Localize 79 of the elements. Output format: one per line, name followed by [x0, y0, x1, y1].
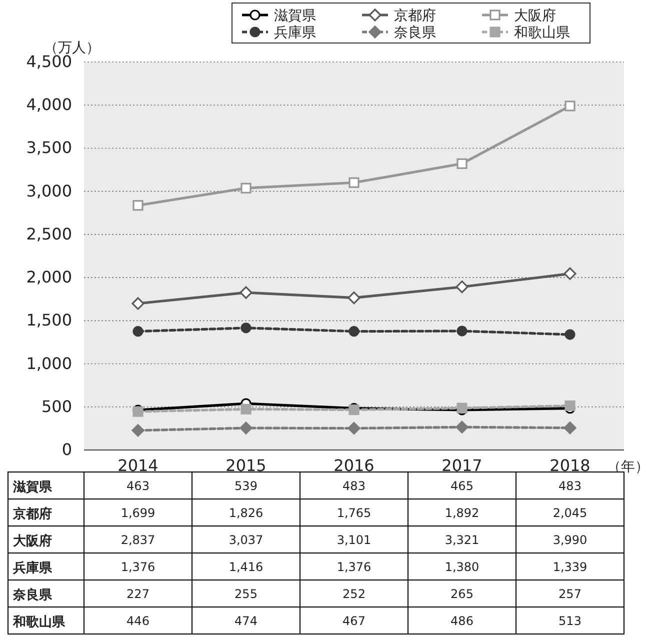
- point: [564, 422, 576, 434]
- text: 兵庫県: [13, 561, 52, 576]
- point: [240, 286, 252, 299]
- text: 大阪府: [13, 534, 52, 549]
- data-label: 3,101: [336, 533, 372, 547]
- point: [456, 280, 468, 294]
- data-label: 446: [126, 614, 150, 628]
- point: [564, 100, 576, 112]
- data-label: 474: [234, 614, 258, 628]
- x-tick-label: 2018: [550, 456, 590, 475]
- point: [240, 182, 252, 194]
- data-label: 3,990: [552, 533, 588, 547]
- y-tick-label: 2,000: [26, 268, 72, 287]
- y-tick-label: 2,500: [26, 224, 72, 244]
- y-tick-label: 500: [41, 396, 72, 416]
- point: [240, 422, 252, 434]
- data-label: 483: [558, 479, 582, 493]
- point: [132, 200, 144, 211]
- data-label: 486: [450, 614, 474, 628]
- data-label: 1,892: [444, 506, 480, 520]
- y-tick-label: 1,500: [26, 310, 72, 330]
- point: [564, 267, 576, 280]
- text: 和歌山県: [13, 615, 65, 630]
- point: [564, 329, 576, 340]
- data-label: 3,321: [444, 533, 480, 547]
- data-label: 252: [342, 587, 366, 601]
- y-axis-title: （万人）: [44, 40, 100, 56]
- y-tick-label: 1,000: [26, 354, 72, 373]
- data-label: 483: [342, 479, 366, 493]
- legend-label: 兵庫県: [274, 25, 316, 41]
- point: [240, 322, 252, 334]
- data-label: 255: [234, 587, 258, 601]
- y-tick-label: 3,500: [26, 138, 72, 158]
- data-label: 539: [234, 479, 258, 493]
- point: [456, 420, 468, 434]
- data-label: 1,699: [120, 506, 156, 520]
- point: [456, 158, 468, 169]
- point: [132, 297, 144, 310]
- legend-label: 和歌山県: [514, 25, 570, 41]
- point: [456, 326, 468, 336]
- x-tick-label: 2017: [442, 456, 482, 475]
- data-label: 1,416: [228, 560, 264, 574]
- point: [132, 326, 144, 337]
- data-label: 1,376: [120, 560, 156, 574]
- point: [132, 424, 144, 437]
- data-label: 257: [558, 587, 582, 601]
- legend-label: 京都府: [394, 8, 436, 24]
- point: [348, 177, 360, 188]
- text: 京都府: [13, 507, 52, 522]
- point: [348, 422, 360, 435]
- data-label: 2,045: [552, 506, 588, 520]
- legend-label: 大阪府: [514, 8, 556, 24]
- point: [240, 404, 252, 414]
- data-label: 2,837: [120, 533, 156, 547]
- data-label: 463: [126, 479, 150, 493]
- point: [564, 400, 576, 412]
- data-label: 513: [558, 614, 582, 628]
- legend-label: 滋賀県: [274, 8, 316, 24]
- data-label: 1,826: [228, 506, 264, 520]
- data-label: 1,376: [336, 560, 372, 574]
- point: [348, 326, 360, 337]
- text: 奈良県: [13, 588, 52, 603]
- point: [348, 292, 360, 304]
- x-tick-label: 2016: [334, 456, 374, 475]
- data-label: 467: [342, 614, 366, 628]
- x-tick-label: 2014: [118, 456, 158, 475]
- data-label: 465: [450, 479, 474, 493]
- data-label: 265: [450, 587, 474, 601]
- data-label: 1,380: [444, 560, 480, 574]
- y-tick-label: 0: [62, 440, 72, 459]
- text: 滋賀県: [13, 480, 52, 495]
- y-tick-label: 4,000: [26, 95, 72, 114]
- y-tick-label: 3,000: [26, 181, 72, 200]
- data-label: 227: [126, 587, 150, 601]
- x-tick-label: 2015: [226, 456, 266, 475]
- data-label: 3,037: [228, 533, 264, 547]
- data-label: 1,765: [336, 506, 372, 520]
- legend-label: 奈良県: [394, 25, 436, 41]
- data-label: 1,339: [552, 560, 588, 574]
